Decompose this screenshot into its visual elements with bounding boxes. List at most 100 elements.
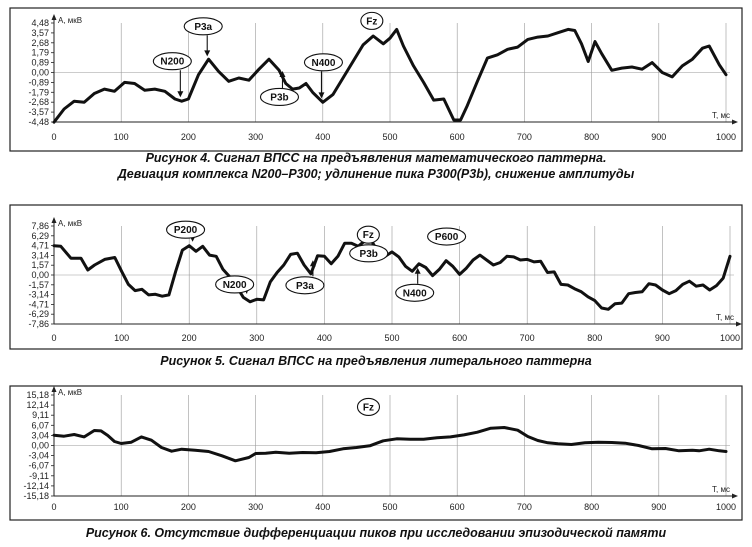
x-tick-label: 500 xyxy=(382,132,397,142)
annotation-ellipse xyxy=(395,283,435,302)
annotation-n400: N400 xyxy=(303,53,344,99)
annotation-ellipse xyxy=(259,87,300,107)
annotation-p200: P200 xyxy=(166,220,206,242)
y-tick-label: 3,04 xyxy=(31,430,49,440)
x-tick-label: 700 xyxy=(520,333,535,343)
annotation-label: P3b xyxy=(270,92,288,103)
y-axis-label: А, мкВ xyxy=(58,16,82,25)
y-axis-label: А, мкВ xyxy=(58,388,82,397)
x-tick-label: 100 xyxy=(114,132,129,142)
chart-3: 15,1812,149,116,073,040,00-3,04-6,07-9,1… xyxy=(9,385,743,521)
x-tick-label: 400 xyxy=(317,333,332,343)
y-tick-label: 0,00 xyxy=(31,270,49,280)
y-axis-arrow xyxy=(51,14,57,20)
x-tick-label: 600 xyxy=(452,333,467,343)
series-line xyxy=(52,239,732,311)
annotation-arrowhead xyxy=(318,92,325,99)
y-tick-label: 6,07 xyxy=(31,420,49,430)
x-tick-label: 100 xyxy=(114,502,129,512)
annotation-arrowhead xyxy=(309,260,316,267)
y-tick-label: -3,04 xyxy=(28,451,49,461)
y-tick-label: -15,18 xyxy=(23,491,49,501)
annotation-ellipse xyxy=(360,11,384,30)
x-tick-label: 400 xyxy=(315,132,330,142)
series-line xyxy=(52,426,728,463)
x-tick-label: 1000 xyxy=(716,132,736,142)
x-axis-arrow xyxy=(736,321,742,327)
x-axis-label: Т, мс xyxy=(712,111,730,120)
x-tick-label: 800 xyxy=(584,132,599,142)
y-tick-label: 9,11 xyxy=(32,410,49,420)
y-tick-label: -2,68 xyxy=(28,97,49,107)
annotation-fz: Fz xyxy=(360,11,384,30)
annotation-label: P200 xyxy=(174,225,198,236)
y-tick-label: 3,14 xyxy=(31,250,49,260)
chart-frame xyxy=(9,204,743,350)
annotation-ellipse xyxy=(215,275,255,294)
y-tick-label: 12,14 xyxy=(26,400,49,410)
annotation-p3a: P3a xyxy=(285,260,325,295)
chart-1: 4,483,572,681,790,890,00-0,89-1,79-2,68-… xyxy=(9,7,743,152)
annotation-n200: N200 xyxy=(215,275,255,294)
y-tick-label: -4,71 xyxy=(28,299,49,309)
x-tick-label: 1000 xyxy=(720,333,740,343)
x-tick-label: 500 xyxy=(382,502,397,512)
annotation-label: N200 xyxy=(160,57,184,68)
x-tick-label: 200 xyxy=(181,132,196,142)
x-tick-label: 600 xyxy=(450,502,465,512)
y-tick-label: -4,48 xyxy=(28,117,49,127)
annotation-ellipse xyxy=(183,17,223,36)
annotation-n400: N400 xyxy=(395,267,435,302)
annotation-arrowhead xyxy=(414,267,421,274)
x-axis-label: Т, мс xyxy=(712,485,730,494)
annotation-ellipse xyxy=(285,276,325,295)
x-tick-label: 400 xyxy=(315,502,330,512)
x-tick-label: 900 xyxy=(651,132,666,142)
x-tick-label: 300 xyxy=(249,333,264,343)
y-tick-label: 6,29 xyxy=(31,231,49,241)
x-tick-label: 700 xyxy=(517,502,532,512)
x-axis-label: Т, мс xyxy=(716,313,734,322)
annotation-fz: Fz xyxy=(356,397,381,416)
y-tick-label: 4,48 xyxy=(31,18,49,28)
annotation-p3b: P3b xyxy=(259,70,300,107)
series-line xyxy=(52,27,728,124)
annotation-label: N400 xyxy=(312,58,336,69)
annotation-ellipse xyxy=(349,244,389,263)
y-tick-label: 1,79 xyxy=(31,48,49,58)
annotation-label: N200 xyxy=(223,280,247,291)
y-tick-label: 0,89 xyxy=(31,58,49,68)
y-axis-arrow xyxy=(51,217,57,223)
x-tick-label: 1000 xyxy=(716,502,736,512)
annotation-label: P600 xyxy=(435,232,459,243)
x-tick-label: 900 xyxy=(651,502,666,512)
x-tick-label: 0 xyxy=(51,502,56,512)
annotation-label: P3a xyxy=(194,22,212,33)
annotation-fz: Fz xyxy=(356,225,380,244)
annotation-ellipse xyxy=(152,52,192,71)
x-tick-label: 800 xyxy=(584,502,599,512)
y-tick-label: 0,00 xyxy=(31,68,49,78)
annotation-ellipse xyxy=(356,225,380,244)
annotation-p600: P600 xyxy=(427,227,467,246)
y-axis-label: А, мкВ xyxy=(58,219,82,228)
annotation-label: Fz xyxy=(363,230,374,241)
y-tick-label: -9,11 xyxy=(29,471,49,481)
x-tick-label: 500 xyxy=(384,333,399,343)
y-tick-label: 7,86 xyxy=(31,221,49,231)
annotation-label: N400 xyxy=(403,288,427,299)
annotation-p3b: P3b xyxy=(349,244,389,263)
chart-2: 7,866,294,713,141,570,00-1,57-3,14-4,71-… xyxy=(9,204,743,350)
annotation-arrowhead xyxy=(177,91,184,98)
y-tick-label: 1,57 xyxy=(31,260,49,270)
y-axis-arrow xyxy=(51,386,57,392)
figure-4-caption-line1: Рисунок 4. Сигнал ВПСС на предъявления м… xyxy=(145,151,607,165)
annotation-label: P3a xyxy=(296,281,314,292)
x-tick-label: 600 xyxy=(450,132,465,142)
x-tick-label: 900 xyxy=(655,333,670,343)
x-tick-label: 200 xyxy=(181,502,196,512)
y-tick-label: -12,14 xyxy=(23,481,49,491)
x-tick-label: 0 xyxy=(51,333,56,343)
y-tick-label: -0,89 xyxy=(28,77,49,87)
annotation-label: Fz xyxy=(366,16,377,27)
